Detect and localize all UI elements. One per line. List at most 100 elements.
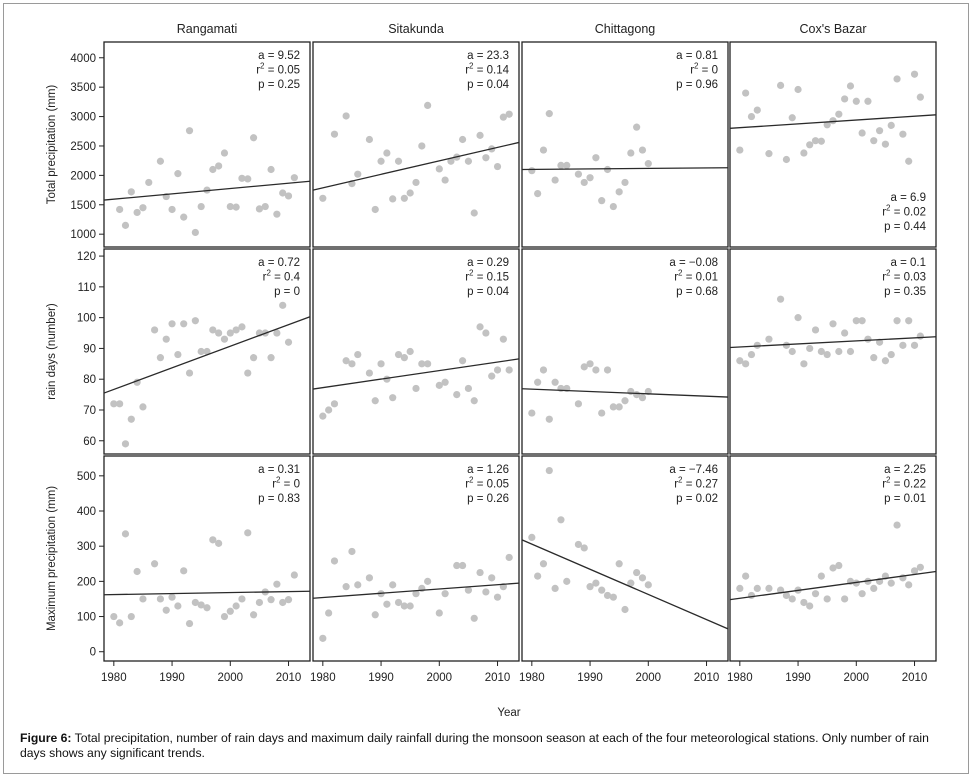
data-point xyxy=(835,347,843,356)
data-point xyxy=(638,394,647,402)
stats-line: a = −0.08 xyxy=(669,257,718,269)
y-tick-label: 0 xyxy=(90,647,96,659)
data-point xyxy=(493,366,502,374)
data-point xyxy=(139,403,147,411)
x-tick-label: 1980 xyxy=(519,672,545,684)
y-tick-label: 1500 xyxy=(70,200,96,212)
data-point xyxy=(499,113,507,121)
data-point xyxy=(400,602,408,610)
data-point xyxy=(197,347,205,356)
data-point xyxy=(609,403,617,411)
trend-line xyxy=(521,167,729,171)
data-point xyxy=(330,557,339,565)
y-tick-label: 500 xyxy=(77,471,96,483)
data-point xyxy=(365,574,374,582)
data-point xyxy=(638,574,647,582)
data-point xyxy=(435,381,443,389)
data-point xyxy=(534,190,542,198)
data-point xyxy=(539,366,548,374)
data-point xyxy=(852,97,860,105)
data-point xyxy=(447,157,455,165)
data-point xyxy=(191,228,199,237)
data-point xyxy=(185,369,194,377)
x-tick-label: 1990 xyxy=(785,672,811,684)
x-tick-label: 2010 xyxy=(694,672,720,684)
data-point xyxy=(394,350,403,359)
data-point xyxy=(916,563,924,571)
data-point xyxy=(209,326,217,334)
y-tick-label: 2500 xyxy=(70,141,96,153)
data-point xyxy=(905,317,913,325)
y-tick-label: 300 xyxy=(77,541,96,553)
stats-line: p = 0.83 xyxy=(258,493,300,505)
data-point xyxy=(858,590,866,598)
data-point xyxy=(394,157,403,165)
data-point xyxy=(279,598,287,607)
data-point xyxy=(881,357,890,365)
data-point xyxy=(162,606,170,614)
data-point xyxy=(603,366,612,374)
data-point xyxy=(817,137,825,145)
data-point xyxy=(476,323,484,331)
data-point xyxy=(371,205,379,214)
data-point xyxy=(910,341,919,349)
data-point xyxy=(864,335,872,343)
data-point xyxy=(220,612,229,621)
data-point xyxy=(586,583,594,591)
data-point xyxy=(621,397,629,405)
data-point xyxy=(899,341,907,349)
data-point xyxy=(342,357,350,365)
x-tick-label: 2010 xyxy=(485,672,511,684)
x-tick-label: 1990 xyxy=(368,672,394,684)
data-point xyxy=(545,415,553,423)
data-point xyxy=(493,593,502,601)
data-point xyxy=(736,584,744,593)
data-point xyxy=(800,598,808,607)
data-point xyxy=(875,338,884,346)
data-point xyxy=(110,612,118,621)
data-point xyxy=(858,129,866,137)
data-point xyxy=(273,210,281,218)
data-point xyxy=(864,97,872,105)
x-tick-label: 2000 xyxy=(426,672,452,684)
data-point xyxy=(232,326,240,334)
data-point xyxy=(817,347,825,356)
stats-line: p = 0.04 xyxy=(467,79,509,91)
data-point xyxy=(412,590,420,598)
data-point xyxy=(121,440,130,448)
x-tick-label: 2010 xyxy=(276,672,302,684)
panel-cox-s-bazar-row3-frame xyxy=(729,455,937,662)
data-point xyxy=(788,114,796,122)
data-point xyxy=(482,329,490,337)
stats-line: p = 0.44 xyxy=(884,221,926,233)
data-point xyxy=(365,369,374,377)
data-point xyxy=(817,572,825,580)
panel-rangamati-row2-frame xyxy=(103,248,311,455)
data-point xyxy=(644,160,652,168)
data-point xyxy=(185,127,194,135)
data-point xyxy=(488,574,496,582)
y-tick-label: 3500 xyxy=(70,82,96,94)
station-title-chittagong: Chittagong xyxy=(595,22,656,36)
data-point xyxy=(499,335,507,343)
data-point xyxy=(215,162,223,170)
data-point xyxy=(609,202,617,211)
stats-line: r2 = 0.01 xyxy=(674,269,718,284)
data-point xyxy=(394,598,403,607)
data-point xyxy=(482,154,490,162)
data-point xyxy=(261,202,269,211)
data-point xyxy=(389,195,397,203)
data-point xyxy=(875,127,884,135)
data-point xyxy=(354,350,362,359)
data-point xyxy=(209,165,217,174)
data-point xyxy=(753,341,761,349)
stats-line: a = 2.25 xyxy=(884,464,926,476)
data-point xyxy=(377,360,385,368)
trend-line xyxy=(312,582,520,599)
figure-frame xyxy=(3,3,969,774)
data-point xyxy=(592,366,600,374)
data-point xyxy=(226,202,234,211)
data-point xyxy=(776,81,785,89)
data-point xyxy=(580,363,588,371)
data-point xyxy=(197,202,205,211)
